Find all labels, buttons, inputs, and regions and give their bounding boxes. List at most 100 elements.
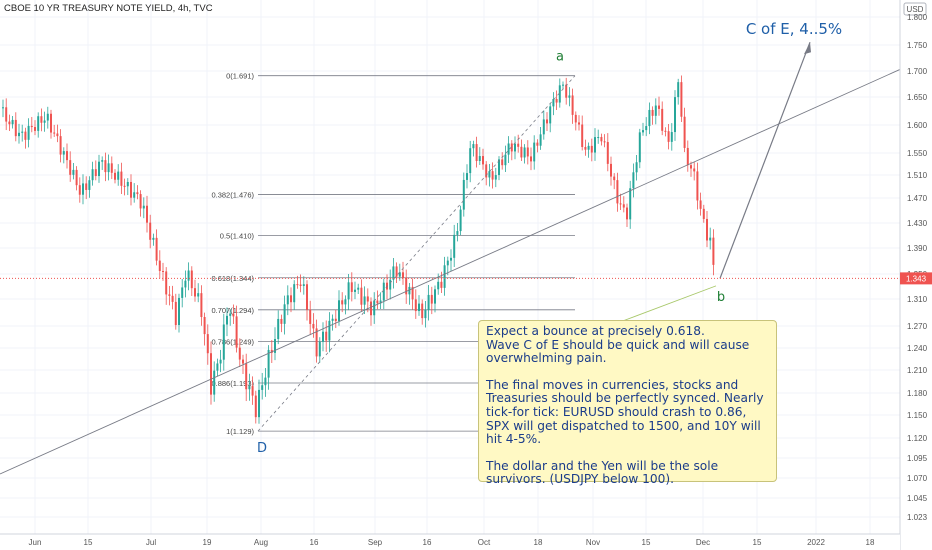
y-tick-label: 1.430 xyxy=(907,219,928,228)
candle-body-201 xyxy=(645,126,648,131)
candle-body-217 xyxy=(696,171,699,201)
candle-body-7 xyxy=(24,131,27,140)
candle-body-184 xyxy=(590,145,593,153)
annotation-paragraph-3: The dollar and the Yen will be the sole … xyxy=(486,458,719,487)
annotation-callout[interactable]: Expect a bounce at precisely 0.618. Wave… xyxy=(478,320,777,486)
candle-body-59 xyxy=(190,270,193,289)
x-tick-label: Jul xyxy=(146,538,156,547)
annotation-paragraph-2: The final moves in currencies, stocks an… xyxy=(486,377,764,447)
candle-body-69 xyxy=(222,324,225,360)
candle-body-103 xyxy=(331,318,334,321)
x-tick-label: Dec xyxy=(696,538,710,547)
drawings[interactable]: a b D C of E, 4..5% xyxy=(0,20,901,475)
candle-body-20 xyxy=(66,151,68,161)
candle-body-91 xyxy=(293,284,296,303)
candle-body-187 xyxy=(600,137,603,142)
candle-body-16 xyxy=(53,132,56,134)
x-tick-label: Nov xyxy=(586,538,600,547)
fib-label: 0.382(1.476) xyxy=(211,191,254,200)
candle-body-122 xyxy=(392,266,395,280)
fib-label: 0.886(1.193) xyxy=(211,379,254,388)
candle-body-204 xyxy=(654,105,657,116)
candle-body-78 xyxy=(251,386,254,396)
y-tick-label: 1.240 xyxy=(907,344,928,353)
candle-body-13 xyxy=(43,120,46,123)
y-tick-label: 1.470 xyxy=(907,194,928,203)
y-tick-label: 1.390 xyxy=(907,244,928,253)
candle-body-62 xyxy=(200,293,203,318)
candles xyxy=(2,75,715,424)
candle-body-222 xyxy=(712,237,715,265)
candle-body-33 xyxy=(107,163,110,173)
candle-body-211 xyxy=(677,82,680,98)
candle-body-171 xyxy=(549,106,552,124)
candle-body-200 xyxy=(642,130,644,133)
candle-body-98 xyxy=(315,328,318,357)
candle-body-52 xyxy=(168,294,171,296)
candle-body-4 xyxy=(14,119,17,137)
candle-body-87 xyxy=(280,318,283,324)
candle-body-35 xyxy=(114,172,116,180)
candle-body-60 xyxy=(194,288,196,297)
x-tick-label: 15 xyxy=(84,538,93,547)
candle-body-169 xyxy=(542,119,545,135)
candle-body-44 xyxy=(142,205,145,209)
candle-body-55 xyxy=(178,297,180,326)
candle-body-41 xyxy=(133,192,136,198)
candle-body-168 xyxy=(539,134,542,146)
candle-body-63 xyxy=(203,317,206,335)
candle-body-153 xyxy=(491,171,494,180)
candle-body-140 xyxy=(450,257,452,261)
candle-body-51 xyxy=(165,271,168,295)
candle-body-154 xyxy=(494,175,497,180)
candle-body-114 xyxy=(366,296,369,302)
candle-body-179 xyxy=(574,114,577,123)
last-price-tag xyxy=(900,272,932,285)
candle-body-126 xyxy=(405,277,408,295)
candle-body-182 xyxy=(584,146,587,150)
candle-body-189 xyxy=(606,142,609,164)
candle-body-40 xyxy=(130,181,132,198)
candle-body-145 xyxy=(466,173,468,180)
candle-body-150 xyxy=(482,156,484,165)
candle-body-17 xyxy=(56,133,59,137)
candle-body-72 xyxy=(232,313,235,317)
candle-body-159 xyxy=(510,143,513,152)
candle-body-101 xyxy=(325,331,328,341)
candle-body-77 xyxy=(248,386,251,390)
x-tick-label: 19 xyxy=(203,538,212,547)
candle-body-132 xyxy=(424,309,427,319)
y-tick-label: 1.045 xyxy=(907,494,928,503)
x-tick-label: Sep xyxy=(368,538,383,547)
candle-body-61 xyxy=(197,293,200,297)
candle-body-75 xyxy=(242,359,244,364)
candle-body-220 xyxy=(706,218,708,241)
candle-body-99 xyxy=(318,341,321,357)
candle-body-53 xyxy=(171,295,174,302)
fib-label: 1(1.129) xyxy=(226,427,254,436)
candle-body-38 xyxy=(123,185,126,187)
candle-body-193 xyxy=(619,203,622,205)
candle-body-121 xyxy=(389,279,392,290)
fib-label: 0.618(1.344) xyxy=(211,274,254,283)
candle-body-144 xyxy=(462,179,465,210)
fib-label: 0.786(1.249) xyxy=(211,337,254,346)
candle-body-48 xyxy=(155,237,158,261)
candle-body-183 xyxy=(587,145,590,150)
candle-body-202 xyxy=(648,109,651,127)
candle-body-156 xyxy=(501,159,504,166)
candle-body-93 xyxy=(299,284,302,286)
candle-body-206 xyxy=(661,108,664,131)
callout-pointer xyxy=(619,285,717,323)
candle-body-152 xyxy=(488,171,491,178)
candle-body-3 xyxy=(11,119,14,125)
candle-body-147 xyxy=(472,144,475,149)
unit-badge xyxy=(903,2,927,16)
candle-body-176 xyxy=(565,84,568,98)
candle-body-43 xyxy=(139,194,142,209)
candle-body-135 xyxy=(434,289,436,304)
candle-body-19 xyxy=(62,151,65,155)
candle-body-165 xyxy=(530,156,532,162)
candle-body-54 xyxy=(174,301,177,326)
